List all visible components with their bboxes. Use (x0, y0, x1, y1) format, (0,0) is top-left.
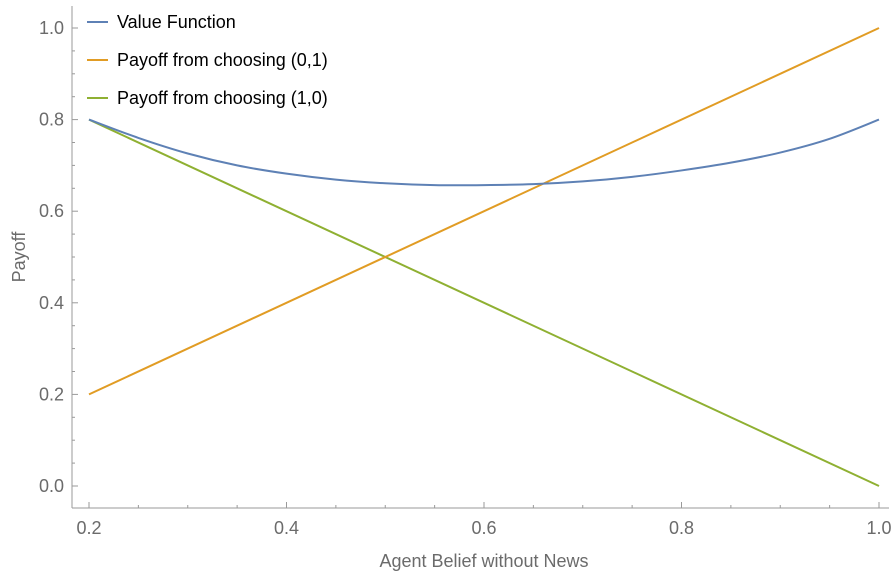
series-line (88, 118, 880, 487)
series-line (88, 27, 880, 396)
legend: Value Function Payoff from choosing (0,1)… (87, 12, 328, 108)
x-tick-label: 0.6 (471, 518, 496, 538)
x-tick-label: 1.0 (866, 518, 891, 538)
y-tick-label: 0.8 (39, 110, 64, 130)
x-tick-label: 0.4 (274, 518, 299, 538)
x-tick-label: 0.2 (76, 518, 101, 538)
axis-ticks: 0.2 0.4 0.6 0.8 1.0 0.0 0.2 0.4 0.6 0.8 1.0 (39, 18, 892, 538)
legend-label: Value Function (117, 12, 236, 32)
legend-label: Payoff from choosing (0,1) (117, 50, 328, 70)
y-tick-label: 0.2 (39, 384, 64, 404)
legend-label: Payoff from choosing (1,0) (117, 88, 328, 108)
y-tick-label: 0.0 (39, 476, 64, 496)
y-tick-label: 0.6 (39, 201, 64, 221)
y-axis-title: Payoff (9, 231, 29, 283)
y-tick-label: 0.4 (39, 293, 64, 313)
series-line (88, 118, 880, 187)
x-axis-title: Agent Belief without News (379, 551, 588, 571)
series-layer (88, 27, 880, 487)
x-tick-label: 0.8 (669, 518, 694, 538)
y-tick-label: 1.0 (39, 18, 64, 38)
